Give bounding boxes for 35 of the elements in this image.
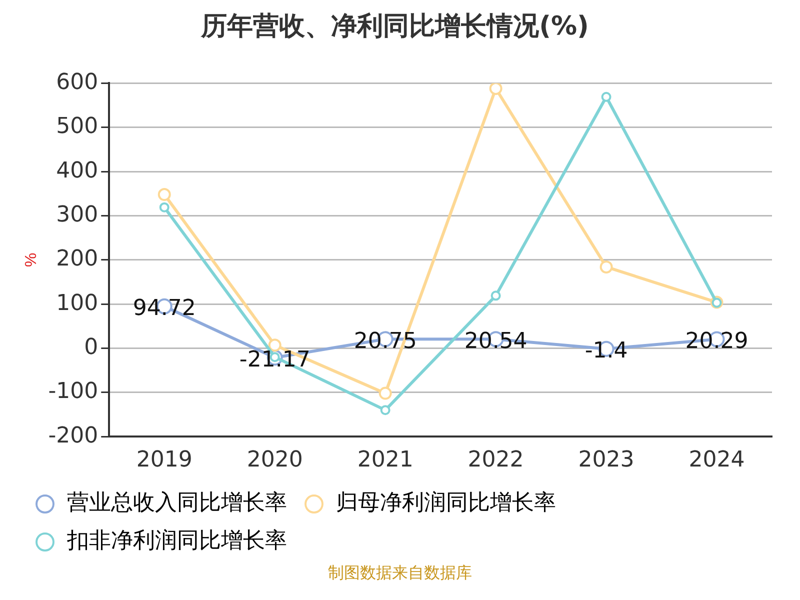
point [490,290,501,301]
y-axis-title: % [23,252,40,268]
y-tick-label: 100 [56,290,98,316]
point [489,83,502,95]
x-tick-label: 2022 [468,448,524,473]
y-tick-label: -200 [48,423,98,448]
x-tick-label: 2020 [246,448,303,473]
x-tick-label: 2021 [357,448,414,473]
x-tick-label: 2024 [688,448,745,473]
text: 制图数据来自数据库 [327,563,473,584]
point [600,260,613,274]
y-tick-label: 0 [84,334,98,360]
y-tick-label: 400 [56,158,98,184]
y-tick-label: -100 [48,379,98,404]
point [159,202,170,212]
point [378,386,392,400]
legend-label: 营业总收入同比增长率 [67,490,287,516]
legend-label: 扣非净利润同比增长率 [66,528,287,554]
point [158,188,171,202]
data-label: 20.54 [464,328,528,354]
point [601,92,612,102]
x-tick-label: 2019 [136,448,192,473]
y-tick-label: 600 [56,70,98,95]
y-tick-label: 300 [56,202,98,228]
data-label: 20.29 [685,329,748,354]
data-label: 94.72 [132,296,196,322]
data-label: 20.75 [354,328,417,354]
data-label: -21.17 [239,347,310,372]
x-tick-label: 2023 [578,448,634,473]
legend-label: 归母净利润同比增长率 [336,490,556,516]
chart-title: 历年营收、净利同比增长情况(%) [200,11,589,42]
data-label: -1.4 [584,338,628,364]
point [380,405,390,416]
y-tick-label: 500 [56,114,98,140]
y-tick-label: 200 [56,246,98,272]
